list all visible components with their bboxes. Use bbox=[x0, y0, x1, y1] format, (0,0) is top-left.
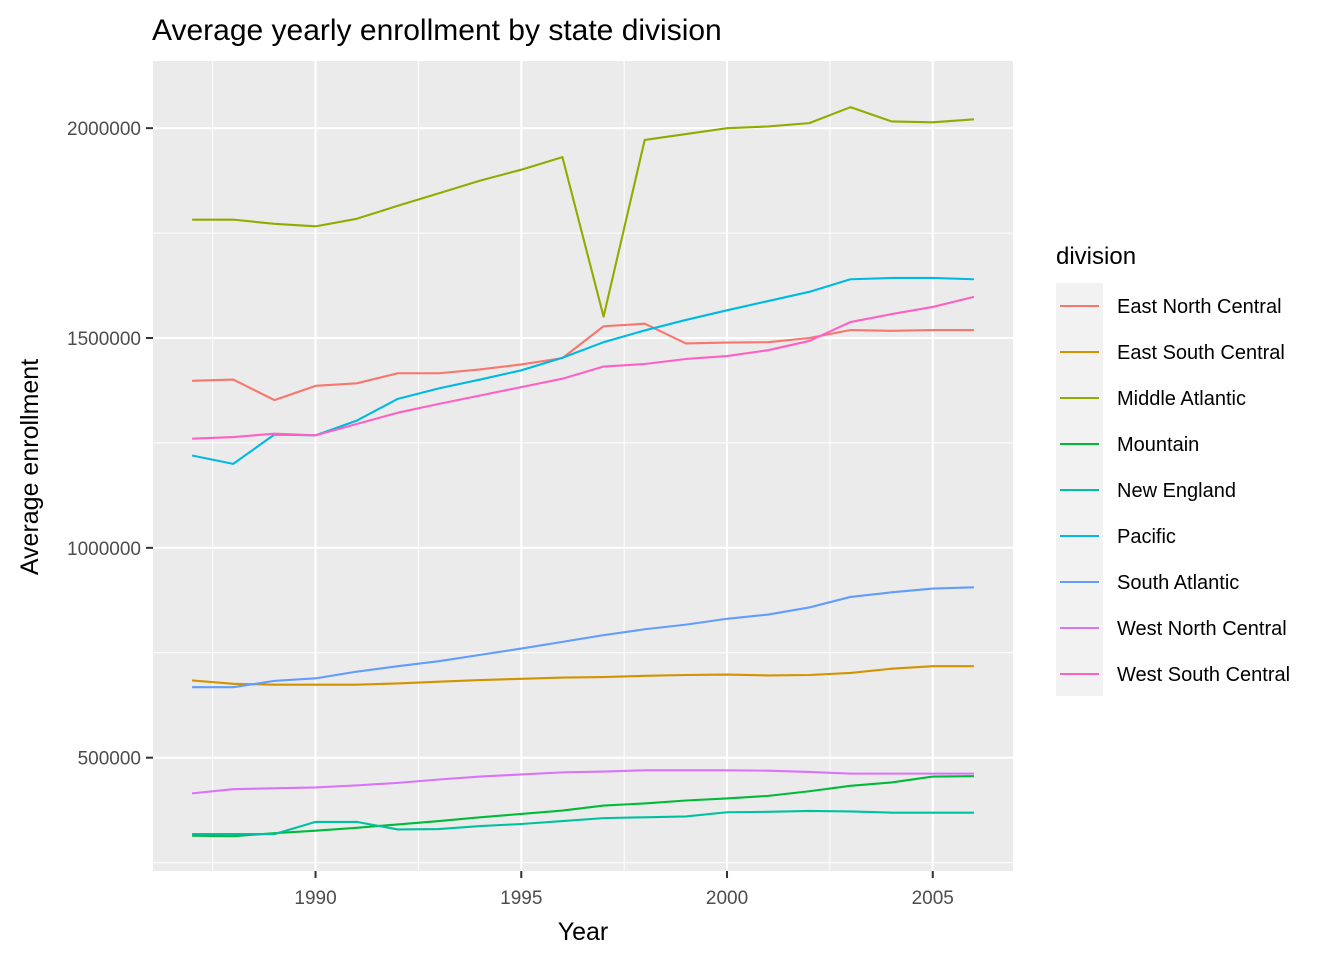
legend-title: division bbox=[1056, 243, 1136, 270]
series-line-east-north-central bbox=[192, 322, 974, 402]
y-tick-label: 1500000 bbox=[67, 329, 141, 350]
legend-label-east-south-central: East South Central bbox=[1117, 342, 1285, 364]
series-lines bbox=[191, 106, 975, 838]
legend-label-east-north-central: East North Central bbox=[1117, 296, 1282, 318]
x-axis-title: Year bbox=[558, 918, 609, 946]
axes: 1990 1995 2000 2005 500000 1000000 1500000 2000… bbox=[67, 119, 954, 909]
legend-label-new-england: New England bbox=[1117, 480, 1236, 502]
legend-label-west-south-central: West South Central bbox=[1117, 664, 1290, 686]
series-line-west-south-central bbox=[192, 295, 975, 440]
x-tick-label: 2000 bbox=[706, 888, 748, 909]
plot-panel bbox=[153, 61, 1013, 871]
chart-title: Average yearly enrollment by state divis… bbox=[152, 14, 722, 47]
legend: East North Central East South Central Midd… bbox=[1060, 296, 1290, 686]
series-line-east-south-central bbox=[192, 665, 974, 686]
legend-label-west-north-central: West North Central bbox=[1117, 618, 1287, 640]
legend-label-mountain: Mountain bbox=[1117, 434, 1199, 456]
series-line-new-england bbox=[192, 809, 974, 836]
y-tick-label: 2000000 bbox=[67, 119, 141, 140]
series-line-south-atlantic bbox=[192, 586, 974, 689]
legend-label-pacific: Pacific bbox=[1117, 526, 1176, 548]
gridlines bbox=[153, 61, 1013, 871]
series-line-middle-atlantic bbox=[192, 106, 974, 318]
series-line-mountain bbox=[192, 775, 974, 838]
y-axis-title: Average enrollment bbox=[16, 359, 44, 575]
x-tick-label: 1990 bbox=[294, 888, 336, 909]
legend-label-south-atlantic: South Atlantic bbox=[1117, 572, 1239, 594]
x-tick-label: 2005 bbox=[912, 888, 954, 909]
x-tick-label: 1995 bbox=[500, 888, 542, 909]
series-line-west-north-central bbox=[191, 769, 974, 795]
y-tick-label: 500000 bbox=[78, 749, 141, 770]
y-tick-label: 1000000 bbox=[67, 539, 141, 560]
legend-label-middle-atlantic: Middle Atlantic bbox=[1117, 388, 1246, 410]
